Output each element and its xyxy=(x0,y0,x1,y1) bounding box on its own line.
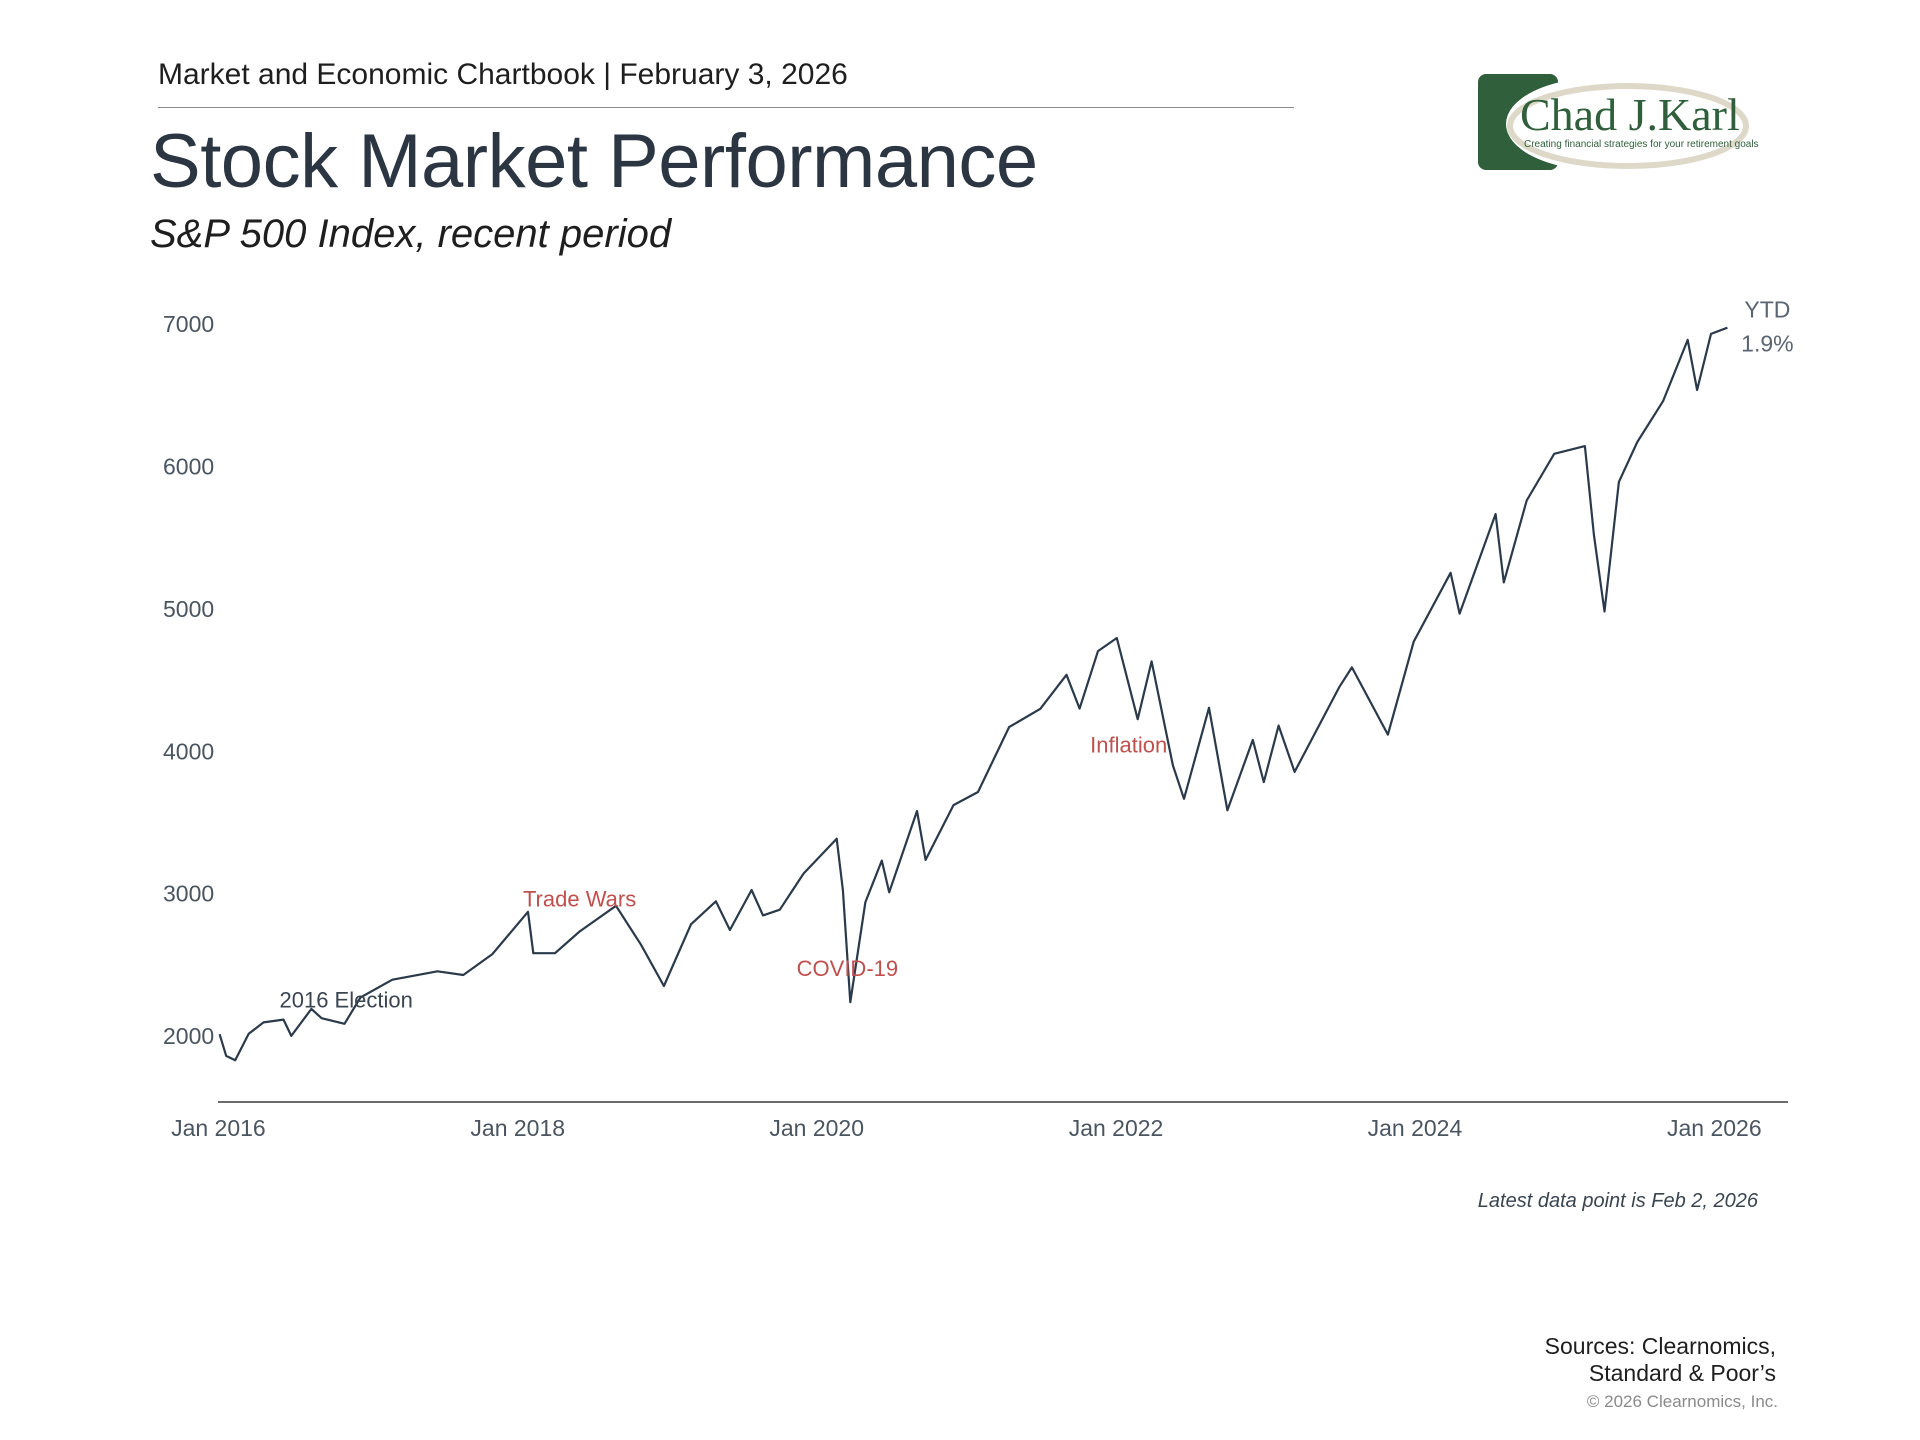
page-title: Stock Market Performance xyxy=(150,119,1038,204)
chartbook-header: Market and Economic Chartbook | February… xyxy=(158,58,848,91)
annotation-label: 2016 Election xyxy=(280,987,413,1012)
sources-note: Sources: Clearnomics, Standard & Poor’s xyxy=(1545,1333,1776,1387)
logo-swoosh xyxy=(1507,83,1749,169)
sources-line-2: Standard & Poor’s xyxy=(1588,1360,1776,1386)
company-logo xyxy=(1478,74,1749,170)
x-tick-label: Jan 2026 xyxy=(1667,1115,1762,1141)
latest-data-note: Latest data point is Feb 2, 2026 xyxy=(1477,1190,1758,1212)
logo-swoosh-inner xyxy=(1506,78,1690,170)
ytd-label: YTD xyxy=(1744,297,1790,323)
y-tick-label: 6000 xyxy=(163,454,214,480)
x-tick-label: Jan 2024 xyxy=(1368,1115,1463,1141)
page-subtitle: S&P 500 Index, recent period xyxy=(150,212,672,256)
header-divider xyxy=(158,107,1294,108)
x-tick-label: Jan 2018 xyxy=(470,1115,565,1141)
logo-wordmark: Chad J.Karl xyxy=(1520,89,1740,140)
annotations: 2016 Election Trade Wars COVID-19 Inflation xyxy=(280,733,1168,1013)
y-tick-label: 4000 xyxy=(163,738,214,764)
sp500-series-line xyxy=(218,326,1728,1062)
y-tick-label: 3000 xyxy=(163,881,214,907)
annotation-label: Trade Wars xyxy=(523,886,636,911)
annotation-label: Inflation xyxy=(1090,733,1167,758)
ytd-value: 1.9% xyxy=(1741,331,1793,357)
x-tick-label: Jan 2022 xyxy=(1069,1115,1164,1141)
x-axis: Jan 2016 Jan 2018 Jan 2020 Jan 2022 Jan 2024… xyxy=(171,1115,1762,1141)
y-tick-label: 5000 xyxy=(163,596,214,622)
x-tick-label: Jan 2016 xyxy=(171,1115,266,1141)
copyright: © 2026 Clearnomics, Inc. xyxy=(1586,1392,1778,1411)
annotation-label: COVID-19 xyxy=(797,956,898,981)
y-axis: 2000 3000 4000 5000 6000 7000 xyxy=(163,311,214,1049)
x-tick-label: Jan 2020 xyxy=(769,1115,864,1141)
y-tick-label: 7000 xyxy=(163,311,214,337)
y-tick-label: 2000 xyxy=(163,1023,214,1049)
logo-tagline: Creating financial strategies for your r… xyxy=(1524,139,1759,150)
sources-line-1: Sources: Clearnomics, xyxy=(1544,1333,1776,1359)
